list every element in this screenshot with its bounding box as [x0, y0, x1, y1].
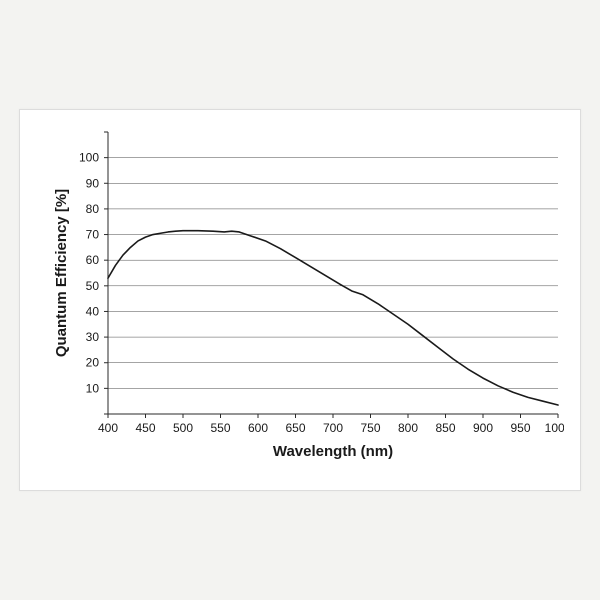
qe-chart-svg: 400 450 500 550 600 650 700 750 800 850 900 950 1000… [48, 126, 564, 468]
page-background: 400 450 500 550 600 650 700 750 800 850 900 950 1000… [0, 0, 600, 600]
y-tick-label: 60 [86, 253, 100, 267]
x-ticks: 400 450 500 550 600 650 700 750 800 850 900 950 1000 [98, 414, 564, 435]
x-tick-label: 750 [360, 421, 380, 435]
x-tick-label: 850 [435, 421, 455, 435]
x-tick-label: 400 [98, 421, 118, 435]
y-axis-label: Quantum Efficiency [%] [53, 189, 70, 357]
y-tick-label: 30 [86, 330, 100, 344]
y-tick-label: 90 [86, 176, 100, 190]
x-tick-label: 600 [248, 421, 268, 435]
axes [108, 132, 558, 414]
x-tick-label: 800 [398, 421, 418, 435]
x-tick-label: 650 [285, 421, 305, 435]
series-line [108, 231, 558, 405]
y-tick-label: 50 [86, 279, 100, 293]
y-tick-label: 40 [86, 304, 100, 318]
x-tick-label: 1000 [545, 421, 564, 435]
x-axis-label: Wavelength (nm) [273, 443, 393, 460]
x-tick-label: 700 [323, 421, 343, 435]
y-tick-label: 20 [86, 356, 100, 370]
y-tick-label: 100 [79, 151, 99, 165]
x-tick-label: 550 [210, 421, 230, 435]
gridlines [108, 158, 558, 389]
x-tick-label: 450 [135, 421, 155, 435]
y-tick-label: 10 [86, 381, 100, 395]
x-tick-label: 500 [173, 421, 193, 435]
chart-card: 400 450 500 550 600 650 700 750 800 850 900 950 1000… [19, 109, 581, 491]
x-tick-label: 950 [510, 421, 530, 435]
x-tick-label: 900 [473, 421, 493, 435]
qe-chart: 400 450 500 550 600 650 700 750 800 850 900 950 1000… [48, 126, 564, 468]
y-ticks: 10 20 30 40 50 60 70 80 90 100 [79, 132, 108, 414]
y-tick-label: 80 [86, 202, 100, 216]
y-tick-label: 70 [86, 228, 100, 242]
